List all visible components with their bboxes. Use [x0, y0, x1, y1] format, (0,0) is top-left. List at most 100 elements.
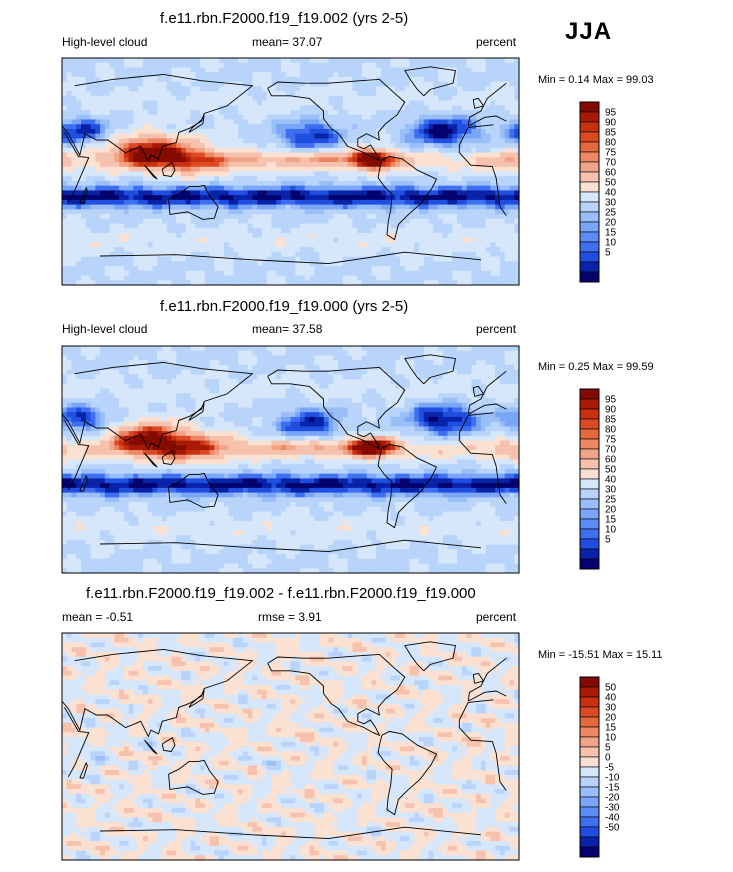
panel-3-colorbar-box — [579, 676, 600, 688]
panel-1-colorbar-tick-label: 60 — [605, 168, 617, 179]
panel-1-colorbar-box — [579, 141, 600, 153]
panel-3-colorbar-box — [579, 726, 600, 738]
panel-1-title: f.e11.rbn.F2000.f19_f19.002 (yrs 2-5) — [160, 10, 409, 27]
panel-2-map-coastline — [79, 474, 88, 492]
panel-3-colorbar-tick-label: -15 — [605, 783, 620, 794]
panel-1-minmax: Min = 0.14 Max = 99.03 — [538, 74, 654, 86]
panel-1-colorbar-tick-label: 75 — [605, 148, 617, 159]
panel-2-colorbar-tick-label: 60 — [605, 455, 617, 466]
panel-3-map-coastline — [61, 648, 507, 738]
panel-3-colorbar-tick-label: 50 — [605, 683, 617, 694]
panel-3-map-coastline — [377, 730, 438, 816]
panel-2-colorbar-box — [579, 408, 600, 420]
panel-2-colorbar-box — [579, 558, 600, 570]
panel-2-colorbar-box — [579, 448, 600, 460]
panel-2-colorbar-tick-label: 10 — [605, 525, 617, 536]
panel-2-colorbar-box — [579, 468, 600, 480]
panel-1-map-coastline — [188, 114, 205, 133]
panel-1-map-coastline — [61, 73, 507, 163]
panel-3-colorbar-box — [579, 786, 600, 798]
panel-2-map-frame — [61, 345, 520, 574]
panel-1-map-coastline — [168, 184, 219, 220]
panel-2-colorbar-box — [579, 538, 600, 550]
panel-3-map-coastline — [267, 653, 406, 737]
panel-1-map-coastlines — [61, 66, 507, 265]
panel-3-colorbar-box — [579, 746, 600, 758]
panel-2-map — [61, 345, 520, 574]
panel-2-colorbar-box — [579, 438, 600, 450]
panel-2-map-coastline — [404, 354, 457, 385]
panel-2-colorbar-tick-label: 50 — [605, 465, 617, 476]
panel-3-colorbar-tick-label: -10 — [605, 773, 620, 784]
panel-1-colorbar-tick-label: 80 — [605, 138, 617, 149]
panel-3-map-coastlines — [61, 641, 507, 840]
panel-3-colorbar-tick-label: 5 — [605, 743, 611, 754]
panel-2-colorbar-box — [579, 388, 600, 400]
panel-3-map-coastline — [168, 759, 219, 795]
panel-2-map-coastline — [64, 412, 507, 504]
panel-1-colorbar-box — [579, 211, 600, 223]
panel-3-colorbar-tick-label: -5 — [605, 763, 614, 774]
panel-3-colorbar-tick-label: 0 — [605, 753, 611, 764]
panel-3-colorbar-box — [579, 846, 600, 858]
panel-2-map-coastline — [377, 443, 438, 529]
panel-3-map-coastline — [144, 739, 158, 755]
panel-3-colorbar-box — [579, 806, 600, 818]
panel-3-colorbar-box — [579, 706, 600, 718]
panel-1-colorbar-box — [579, 201, 600, 213]
panel-1-map-coastline — [79, 186, 88, 204]
panel-1-colorbar-box — [579, 171, 600, 183]
panel-1-map-field — [62, 58, 520, 286]
panel-2-title: f.e11.rbn.F2000.f19_f19.000 (yrs 2-5) — [160, 298, 409, 315]
panel-2-colorbar-tick-label: 5 — [605, 535, 611, 546]
panel-2-colorbar-tick-label: 70 — [605, 445, 617, 456]
panel-3-mean: mean = -0.51 — [62, 610, 134, 624]
panel-3-colorbar-tick-label: -50 — [605, 823, 620, 834]
panel-2-colorbar-tick-label: 90 — [605, 405, 617, 416]
panel-2-map-coastline — [267, 366, 406, 450]
panel-2-colorbar-tick-label: 75 — [605, 435, 617, 446]
panel-3-colorbar-tick-label: -20 — [605, 793, 620, 804]
panel-2-map-coastlines — [61, 354, 507, 553]
panel-3-colorbar-tick-label: 40 — [605, 693, 617, 704]
panel-1-colorbar-box — [579, 131, 600, 143]
panel-1-colorbar-box — [579, 101, 600, 113]
panel-1-colorbar-box — [579, 231, 600, 243]
panel-3-map — [61, 632, 520, 861]
panel-3-colorbar-box — [579, 736, 600, 748]
panel-1-colorbar-box — [579, 221, 600, 233]
panel-2-map-coastline — [100, 539, 481, 553]
panel-1-colorbar-tick-label: 85 — [605, 128, 617, 139]
panel-2-colorbar-tick-label: 25 — [605, 495, 617, 506]
panel-2-colorbar-tick-label: 95 — [605, 395, 617, 406]
panel-3-map-coastline — [188, 689, 205, 708]
panel-3-map-coastline — [161, 737, 176, 752]
panel-1-colorbar-tick-label: 5 — [605, 248, 611, 259]
panel-2-colorbar-outline — [579, 388, 600, 570]
panel-2-colorbar-box — [579, 548, 600, 560]
panel-3-colorbar-box — [579, 826, 600, 838]
panel-3-minmax: Min = -15.51 Max = 15.11 — [538, 649, 663, 661]
panel-2-colorbar-tick-label: 40 — [605, 475, 617, 486]
panel-2-colorbar-tick-label: 20 — [605, 505, 617, 516]
panel-1-colorbar-tick-label: 50 — [605, 178, 617, 189]
panel-2-mean: mean= 37.58 — [252, 322, 323, 336]
panel-1-colorbar-tick-label: 90 — [605, 118, 617, 129]
panel-1-colorbar-tick-label: 70 — [605, 158, 617, 169]
panel-1-colorbar-box — [579, 181, 600, 193]
panel-3-colorbar-tick-label: -30 — [605, 803, 620, 814]
panel-3-map-coastline — [79, 761, 88, 779]
panel-3-colorbar-box — [579, 696, 600, 708]
panel-1-map — [61, 57, 520, 286]
panel-1-colorbar-tick-label: 20 — [605, 218, 617, 229]
panel-2-colorbar-box — [579, 488, 600, 500]
panel-3-colorbar-box — [579, 836, 600, 848]
panel-1-colorbar-box — [579, 251, 600, 263]
panel-1-colorbar-box — [579, 191, 600, 203]
panel-2-colorbar-box — [579, 498, 600, 510]
panel-3-colorbar-tick-label: -40 — [605, 813, 620, 824]
panel-3-colorbar-tick-label: 30 — [605, 703, 617, 714]
panel-1-colorbar-box — [579, 241, 600, 253]
